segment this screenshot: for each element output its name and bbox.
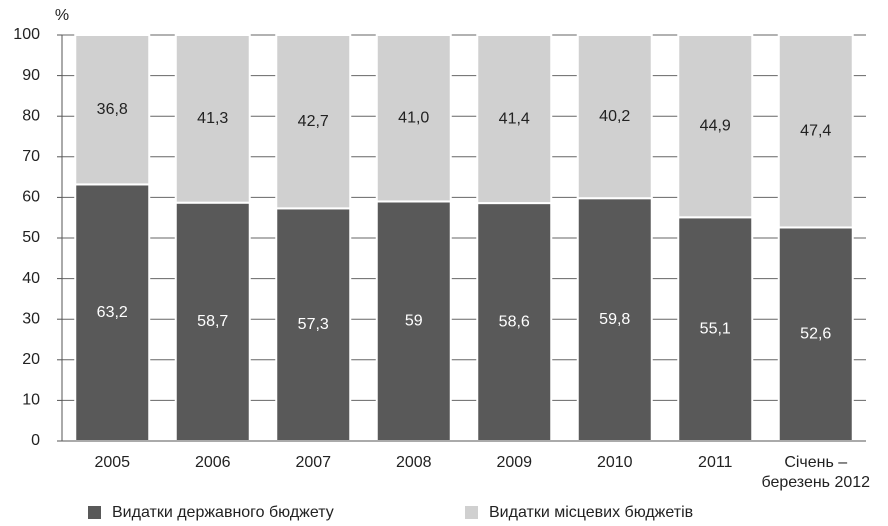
value-label: 59,8: [599, 311, 630, 328]
value-label: 58,7: [197, 313, 228, 330]
y-tick-label: 90: [22, 67, 40, 84]
y-tick-label: 50: [22, 229, 40, 246]
value-label: 41,4: [499, 110, 530, 127]
bar-segment: [74, 34, 151, 186]
bar-segment: [74, 183, 151, 443]
value-label: 59: [405, 312, 423, 329]
x-tick-label: 2007: [295, 454, 331, 471]
y-tick-label: 10: [22, 392, 40, 409]
x-tick-label: 2005: [94, 454, 130, 471]
bar-segment: [677, 216, 754, 442]
bar-segment: [375, 34, 452, 203]
y-tick-label: 30: [22, 310, 40, 327]
y-tick-label: 20: [22, 351, 40, 368]
bar-segment: [576, 34, 653, 200]
legend-swatch: [88, 506, 101, 519]
x-tick-label: 2011: [698, 454, 733, 471]
x-tick-label: 2006: [195, 454, 231, 471]
value-label: 42,7: [298, 113, 329, 130]
bar-segment: [375, 200, 452, 442]
bar-segment: [275, 34, 352, 210]
value-label: 63,2: [97, 304, 128, 321]
y-axis-label: %: [55, 7, 69, 24]
value-label: 58,6: [499, 313, 530, 330]
bar-segment: [677, 34, 754, 219]
bar-segment: [275, 207, 352, 442]
bar-segment: [174, 34, 251, 204]
x-tick-label: 2010: [597, 454, 633, 471]
y-tick-label: 80: [22, 107, 40, 124]
value-label: 41,0: [398, 109, 429, 126]
value-label: 44,9: [700, 117, 731, 134]
y-tick-label: 100: [13, 26, 40, 43]
y-tick-label: 70: [22, 148, 40, 165]
value-label: 52,6: [800, 325, 831, 342]
bar-segment: [174, 201, 251, 442]
x-tick-label: 2008: [396, 454, 432, 471]
value-label: 47,4: [800, 122, 831, 139]
bar-segment: [476, 202, 553, 442]
legend-label: Видатки місцевих бюджетів: [489, 504, 693, 521]
value-label: 57,3: [298, 316, 329, 333]
x-tick-label: Січень – березень 2012: [761, 454, 870, 491]
legend-swatch: [465, 506, 478, 519]
legend-label: Видатки державного бюджету: [112, 504, 334, 521]
y-tick-label: 40: [22, 270, 40, 287]
value-label: 36,8: [97, 101, 128, 118]
value-label: 40,2: [599, 108, 630, 125]
y-tick-label: 60: [22, 189, 40, 206]
bar-segment: [777, 34, 854, 229]
value-label: 41,3: [197, 110, 228, 127]
bar-segment: [476, 34, 553, 205]
y-tick-label: 0: [31, 432, 40, 449]
x-tick-label: 2009: [496, 454, 532, 471]
value-label: 55,1: [700, 320, 731, 337]
